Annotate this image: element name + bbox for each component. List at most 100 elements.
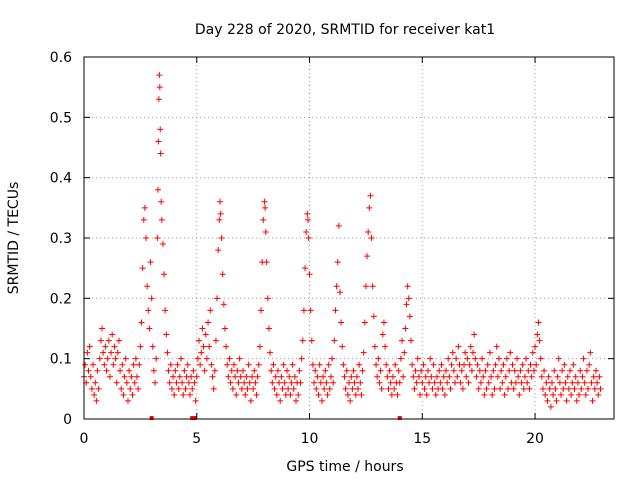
y-tick-label: 0.1 <box>50 352 72 368</box>
data-point <box>493 343 500 350</box>
data-point <box>128 373 135 380</box>
data-point <box>564 373 571 380</box>
data-point <box>366 204 373 211</box>
data-point <box>137 343 144 350</box>
data-point <box>82 361 89 368</box>
data-point <box>361 319 368 326</box>
data-point <box>525 367 532 374</box>
baseline-marker <box>190 416 195 420</box>
data-point <box>565 385 572 392</box>
data-point <box>406 313 413 320</box>
data-point <box>588 379 595 386</box>
data-point <box>324 391 331 398</box>
data-point <box>418 367 425 374</box>
data-point <box>387 379 394 386</box>
data-point <box>570 361 577 368</box>
data-point <box>217 210 224 217</box>
data-point <box>548 379 555 386</box>
data-point <box>96 355 103 362</box>
data-point <box>583 367 590 374</box>
data-point <box>236 355 243 362</box>
data-point <box>421 385 428 392</box>
data-point <box>219 271 226 278</box>
data-point <box>594 379 601 386</box>
data-point <box>476 367 483 374</box>
y-tick-label: 0.6 <box>50 50 72 66</box>
data-point <box>316 361 323 368</box>
data-point <box>130 361 137 368</box>
data-point <box>172 367 179 374</box>
data-point <box>458 367 465 374</box>
data-point <box>468 367 475 374</box>
data-point <box>464 355 471 362</box>
data-point <box>555 355 562 362</box>
data-point <box>427 355 434 362</box>
data-point <box>551 367 558 374</box>
data-point <box>347 397 354 404</box>
data-point <box>205 319 212 326</box>
data-point <box>164 349 171 356</box>
data-point <box>123 379 130 386</box>
data-point <box>521 373 528 380</box>
y-tick-label: 0.3 <box>50 231 72 247</box>
data-point <box>453 355 460 362</box>
data-point <box>351 379 358 386</box>
data-point <box>143 235 150 241</box>
data-point <box>370 313 377 320</box>
data-point <box>268 367 275 374</box>
data-point <box>209 373 216 380</box>
data-point <box>574 379 581 386</box>
data-point <box>265 325 272 332</box>
data-point <box>258 307 265 314</box>
data-point <box>450 367 457 374</box>
data-point <box>475 385 482 392</box>
data-point <box>199 325 206 332</box>
data-point <box>433 373 440 380</box>
data-point <box>527 361 534 368</box>
data-point <box>253 391 260 398</box>
data-point <box>166 379 173 386</box>
data-point <box>336 289 343 296</box>
data-point <box>136 361 143 368</box>
data-point <box>483 385 490 392</box>
data-point <box>112 355 119 362</box>
data-point <box>333 283 340 290</box>
data-point <box>545 373 552 380</box>
data-point <box>419 379 426 386</box>
data-point <box>270 361 277 368</box>
data-point <box>546 385 553 392</box>
data-point <box>241 379 248 386</box>
data-point <box>192 397 199 404</box>
data-point <box>516 391 523 398</box>
data-point <box>196 337 203 344</box>
data-point <box>156 84 163 91</box>
data-point <box>535 319 542 326</box>
data-point <box>279 385 286 392</box>
data-point <box>567 367 574 374</box>
data-point <box>482 367 489 374</box>
data-point <box>542 391 549 398</box>
data-point <box>448 361 455 368</box>
data-point <box>216 216 223 223</box>
data-point <box>273 391 280 398</box>
data-point <box>442 367 449 374</box>
data-point <box>262 204 269 211</box>
data-point <box>191 379 198 386</box>
data-point <box>382 343 389 350</box>
x-tick-label: 10 <box>301 431 319 447</box>
data-point <box>322 367 329 374</box>
data-point <box>197 361 204 368</box>
data-point <box>289 361 296 368</box>
data-point <box>543 379 550 386</box>
data-point <box>140 216 147 223</box>
data-point <box>156 72 163 79</box>
data-point <box>176 373 183 380</box>
data-point <box>414 355 421 362</box>
data-point <box>510 385 517 392</box>
data-point <box>276 379 283 386</box>
data-point <box>244 385 251 392</box>
data-point <box>495 355 502 362</box>
data-point <box>174 361 181 368</box>
data-point <box>477 379 484 386</box>
data-point <box>119 361 126 368</box>
